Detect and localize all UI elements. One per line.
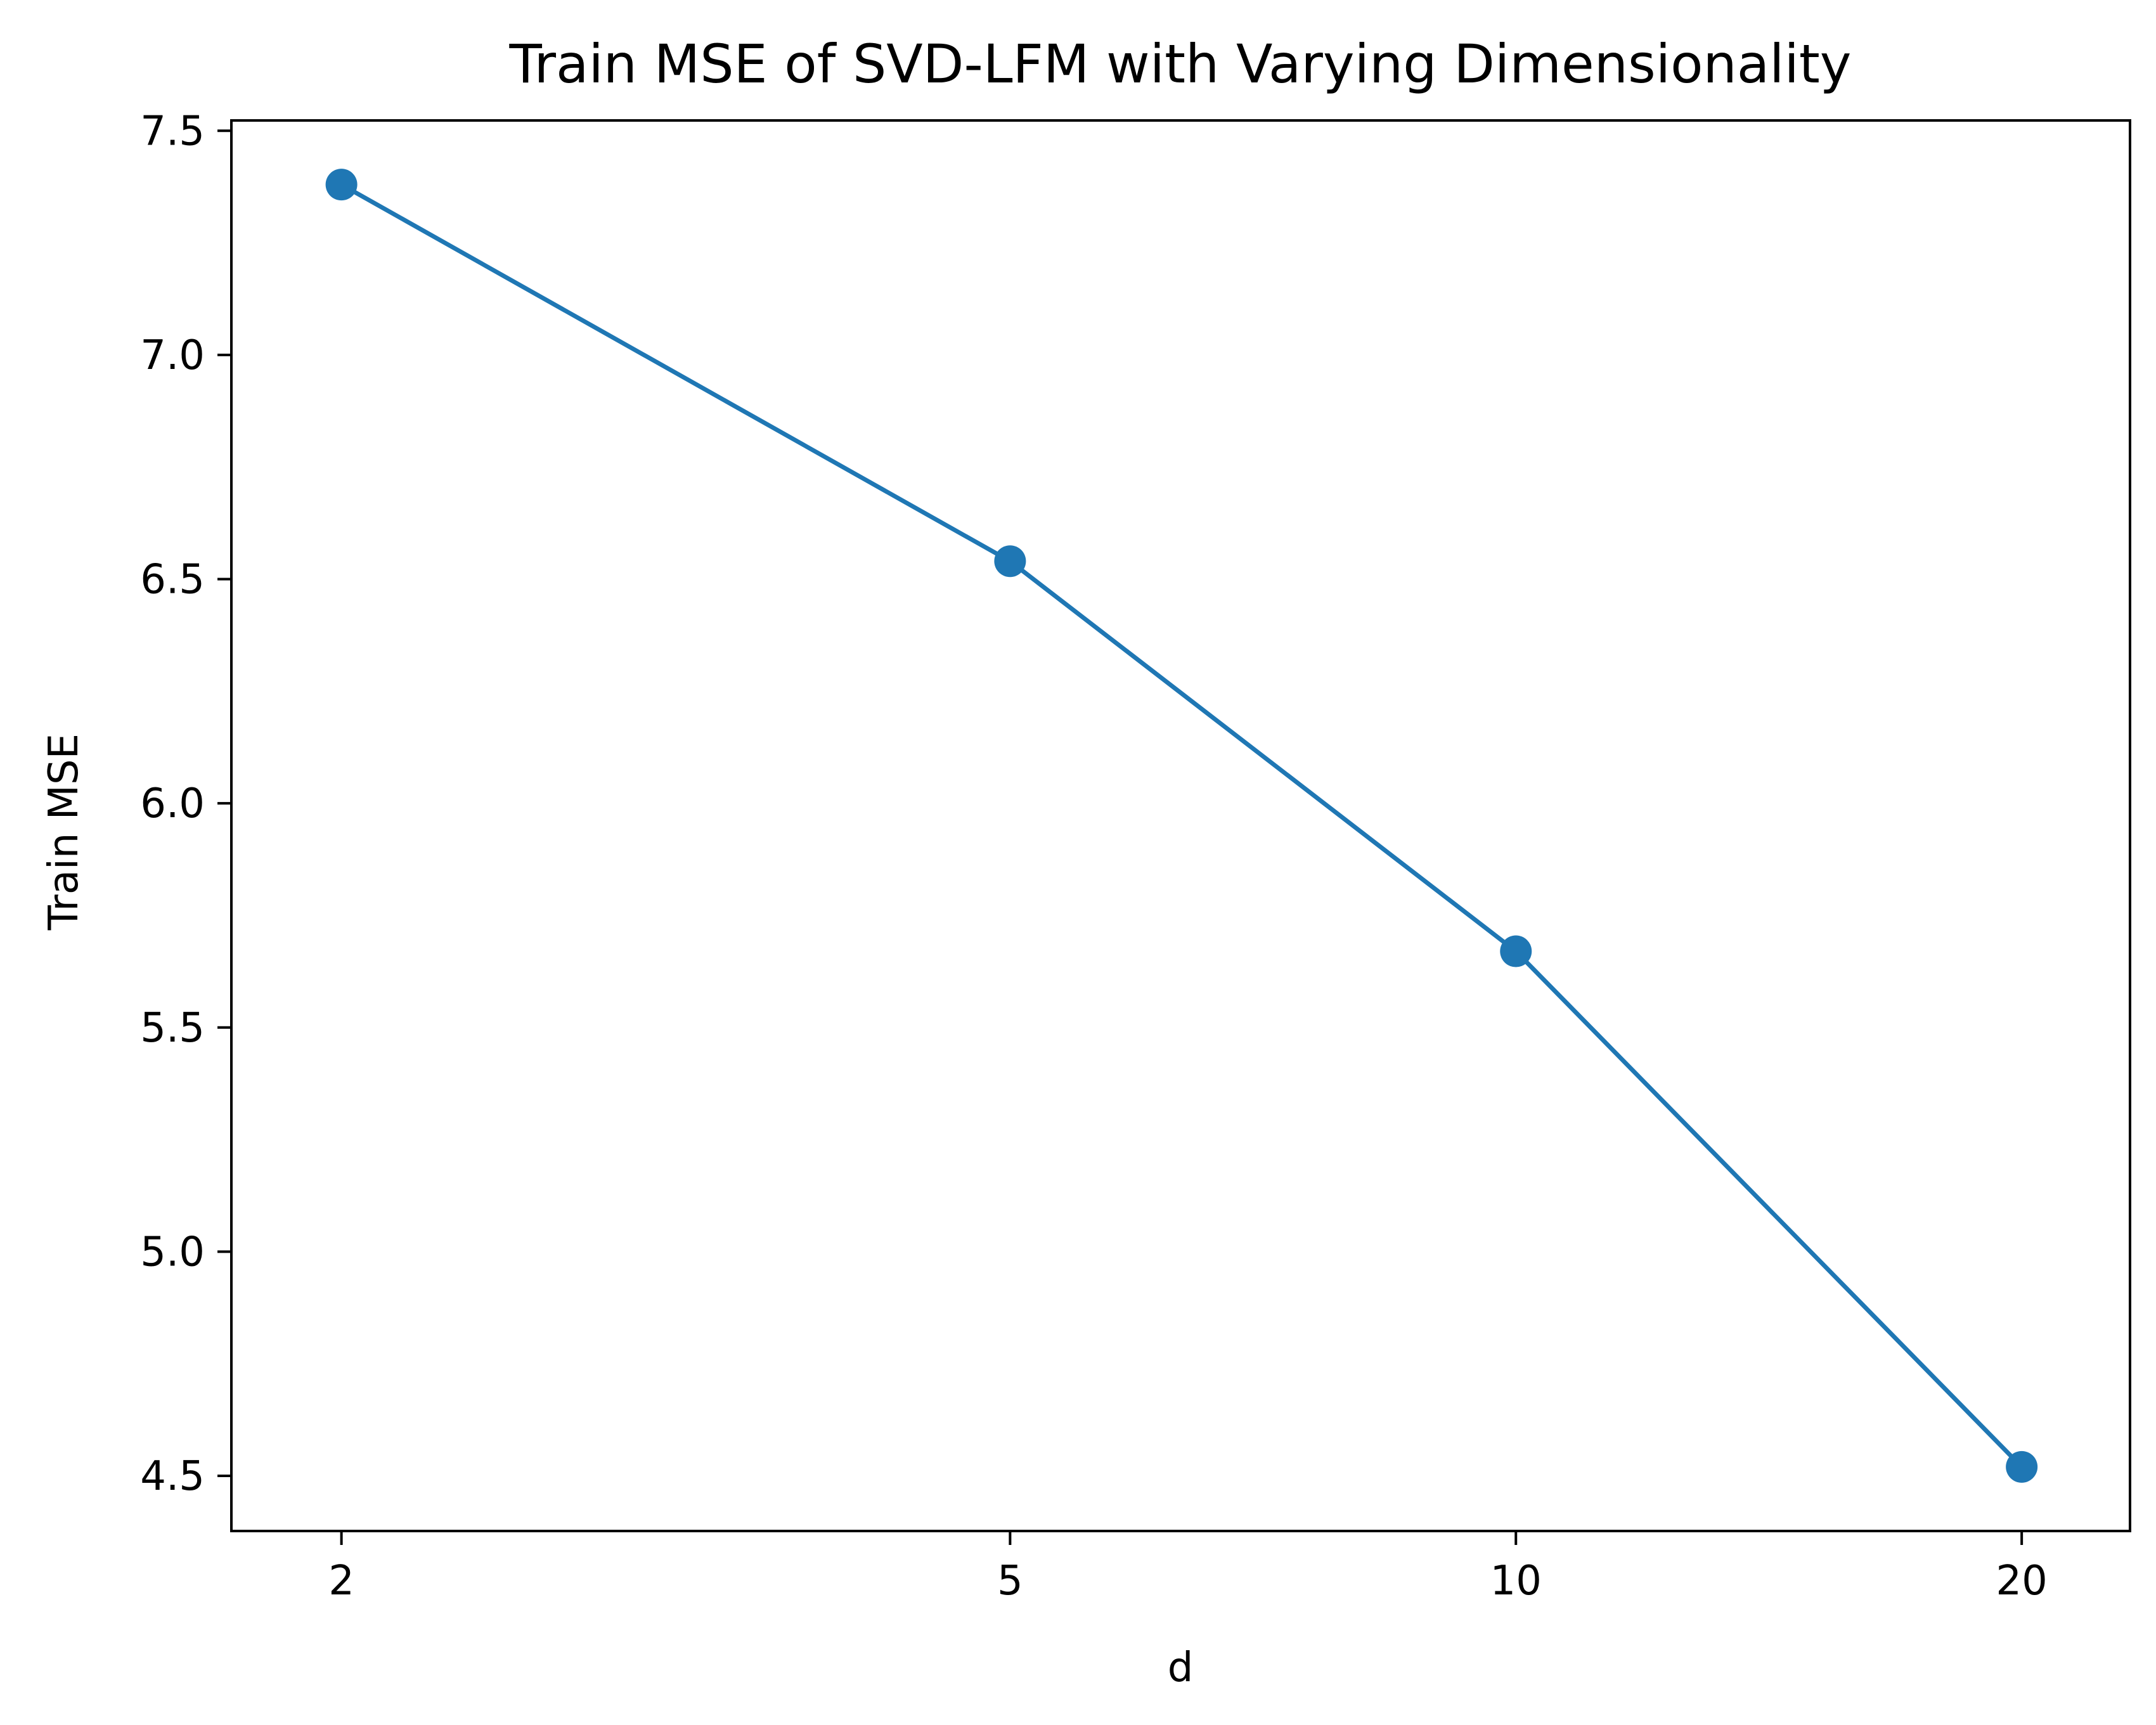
x-tick-label: 5 [997,1558,1023,1605]
y-tick-label: 5.0 [140,1229,205,1276]
chart-title: Train MSE of SVD-LFM with Varying Dimens… [508,33,1851,95]
data-point [994,545,1026,578]
data-point [1500,935,1532,967]
x-axis-label: d [1168,1644,1194,1691]
x-tick-label: 2 [328,1558,354,1605]
y-axis-label: Train MSE [41,733,87,931]
plot-area-frame [230,119,2131,1532]
x-tick-label: 20 [1996,1558,2047,1605]
y-tick-label: 6.0 [140,780,205,827]
data-point [325,169,358,201]
x-axis-ticks: 2 5 10 20 [328,1531,2048,1605]
series-line [340,183,2024,1469]
y-tick-label: 5.5 [140,1005,205,1052]
y-tick-label: 7.0 [140,332,205,379]
series-layer [325,169,2038,1483]
data-point [2006,1450,2038,1483]
y-tick-label: 7.5 [140,108,205,155]
x-tick-label: 10 [1490,1558,1542,1605]
y-axis-ticks: 4.5 5.0 5.5 6.0 6.5 7.0 7.5 [140,108,231,1500]
y-tick-label: 6.5 [140,557,205,604]
y-tick-label: 4.5 [140,1453,205,1500]
